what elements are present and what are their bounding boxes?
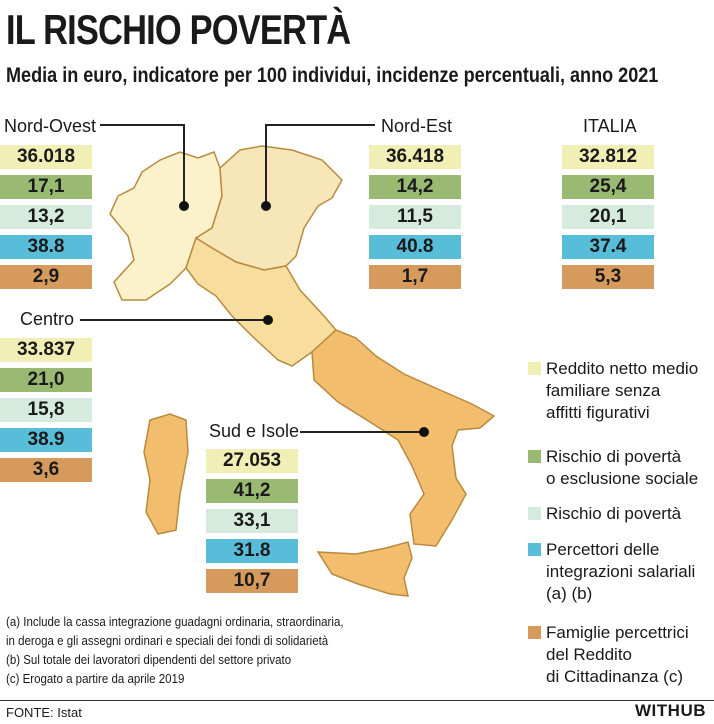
legend-text: del Reddito	[546, 645, 633, 664]
value-nord-ovest-esclusione: 17,1	[0, 175, 92, 199]
footnote-a: (a) Include la cassa integrazione guadag…	[6, 615, 344, 629]
value-nord-est-reddito: 36.418	[369, 145, 461, 169]
region-label-nord-ovest: Nord-Ovest	[4, 116, 97, 136]
source-credit: FONTE: Istat	[6, 705, 82, 720]
legend-swatch-poverta	[528, 507, 541, 520]
legend-text: Famiglie percettrici	[546, 623, 689, 642]
value-centro-integrazioni: 38.9	[0, 428, 92, 452]
map-sardegna	[143, 413, 189, 535]
connector-nord-est	[265, 124, 375, 205]
brand-logo: WITHUB	[635, 701, 706, 720]
value-italia-integrazioni: 37.4	[562, 235, 654, 259]
value-italia-esclusione: 25,4	[562, 175, 654, 199]
map-nord-ovest	[109, 151, 223, 301]
value-nord-ovest-integrazioni: 38.8	[0, 235, 92, 259]
value-centro-reddito: 33.837	[0, 338, 92, 362]
footnote-c: (c) Erogato a partire da aprile 2019	[6, 672, 185, 686]
region-label-sud-isole: Sud e Isole	[209, 421, 300, 441]
legend-text: Rischio di povertà	[546, 447, 682, 466]
value-sud-esclusione: 41,2	[206, 479, 298, 503]
value-centro-esclusione: 21,0	[0, 368, 92, 392]
footer-divider	[0, 700, 714, 701]
connector-nord-ovest	[100, 124, 185, 205]
legend-swatch-integrazioni	[528, 543, 541, 556]
region-label-italia: ITALIA	[583, 116, 637, 136]
dot-sud	[419, 427, 429, 437]
footnotes: (a) Include la cassa integrazione guadag…	[6, 613, 344, 689]
chart-subtitle: Media in euro, indicatore per 100 indivi…	[6, 64, 659, 87]
region-label-centro: Centro	[20, 309, 75, 329]
legend-text: Percettori delle	[546, 540, 660, 559]
dot-nord-est	[261, 201, 271, 211]
value-sud-integrazioni: 31.8	[206, 539, 298, 563]
value-nord-est-rdc: 1,7	[369, 265, 461, 289]
value-sud-poverta: 33,1	[206, 509, 298, 533]
legend-swatch-esclusione	[528, 450, 541, 463]
value-nord-ovest-reddito: 36.018	[0, 145, 92, 169]
legend-text: di Cittadinanza (c)	[546, 667, 684, 686]
legend-text: integrazioni salariali	[546, 562, 696, 581]
value-sud-reddito: 27.053	[206, 449, 298, 473]
value-centro-poverta: 15,8	[0, 398, 92, 422]
value-nord-ovest-poverta: 13,2	[0, 205, 92, 229]
value-italia-rdc: 5,3	[562, 265, 654, 289]
legend-text: (a) (b)	[546, 584, 593, 603]
legend-text: familiare senza	[546, 381, 661, 400]
value-nord-ovest-rdc: 2,9	[0, 265, 92, 289]
legend-text: Reddito netto medio	[546, 359, 699, 378]
region-label-nord-est: Nord-Est	[381, 116, 453, 136]
value-nord-est-poverta: 11,5	[369, 205, 461, 229]
value-italia-reddito: 32.812	[562, 145, 654, 169]
legend-text: o esclusione sociale	[546, 469, 699, 488]
legend-text: Rischio di povertà	[546, 504, 682, 523]
chart-title: IL RISCHIO POVERTÀ	[6, 6, 351, 53]
legend-swatch-rdc	[528, 626, 541, 639]
dot-nord-ovest	[179, 201, 189, 211]
map-sicilia	[316, 541, 413, 597]
footnote-b: (b) Sul totale dei lavoratori dipendenti…	[6, 653, 292, 667]
legend-swatch-reddito	[528, 362, 541, 375]
footnote-a-cont: in deroga e gli assegni ordinari e speci…	[6, 634, 329, 648]
value-sud-rdc: 10,7	[206, 569, 298, 593]
value-nord-est-esclusione: 14,2	[369, 175, 461, 199]
value-nord-est-integrazioni: 40.8	[369, 235, 461, 259]
value-italia-poverta: 20,1	[562, 205, 654, 229]
legend-text: affitti figurativi	[546, 403, 650, 422]
map-sud	[311, 329, 496, 547]
value-centro-rdc: 3,6	[0, 458, 92, 482]
dot-centro	[263, 315, 273, 325]
